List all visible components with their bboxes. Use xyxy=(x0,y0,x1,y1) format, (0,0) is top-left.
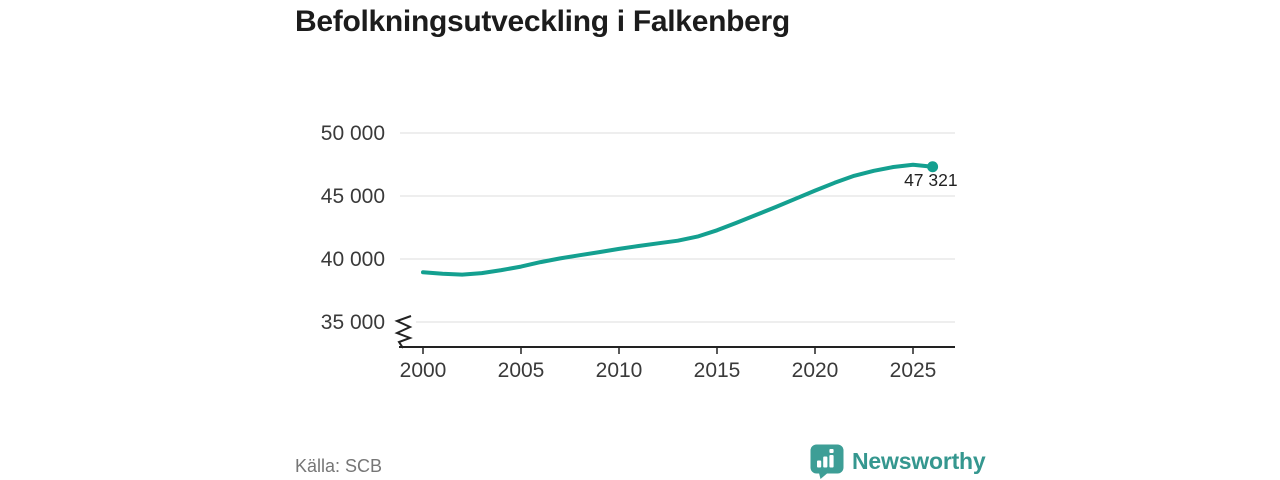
x-tick-label: 2020 xyxy=(792,359,839,382)
newsworthy-wordmark: Newsworthy xyxy=(852,448,986,474)
newsworthy-logo: Newsworthy xyxy=(810,444,986,479)
source-note: Källa: SCB xyxy=(295,456,383,476)
population-line xyxy=(421,162,935,277)
axis-break-zigzag xyxy=(394,315,413,349)
x-tick-label: 2025 xyxy=(890,359,937,382)
chart-title: Befolkningsutveckling i Falkenberg xyxy=(295,5,790,38)
x-tick-label: 2015 xyxy=(694,359,741,382)
x-tick-label: 2010 xyxy=(596,359,643,382)
y-tick-label: 45 000 xyxy=(321,185,385,208)
x-tick-label: 2000 xyxy=(400,359,447,382)
y-tick-label: 40 000 xyxy=(321,248,385,271)
last-point-marker xyxy=(927,161,939,173)
newsworthy-icon xyxy=(810,444,844,479)
y-tick-label: 50 000 xyxy=(321,122,385,145)
x-tick-label: 2005 xyxy=(498,359,545,382)
y-tick-label: 35 000 xyxy=(321,311,385,334)
last-value-label: 47 321 xyxy=(904,170,958,190)
